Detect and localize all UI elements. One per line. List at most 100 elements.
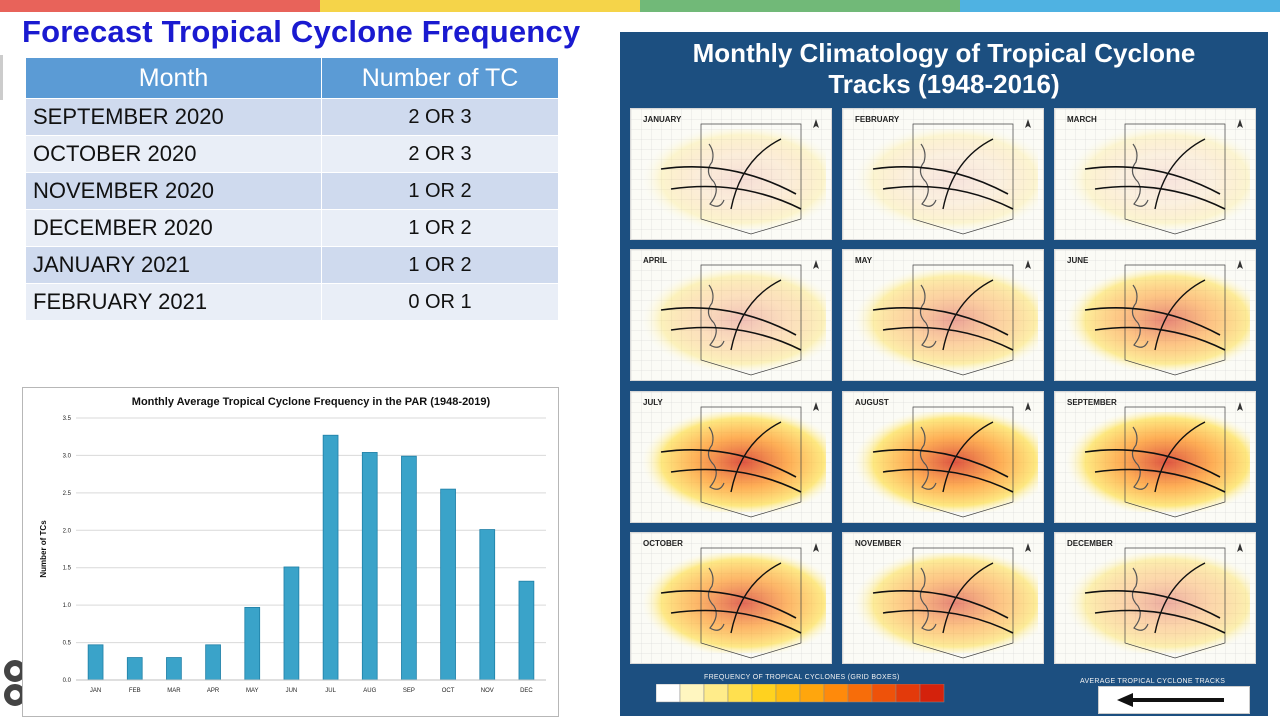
climatology-title-line1: Monthly Climatology of Tropical Cyclone bbox=[692, 38, 1196, 68]
x-tick-label: DEC bbox=[520, 688, 533, 694]
x-tick-label: MAR bbox=[167, 688, 181, 694]
month-cell: DECEMBER 2020 bbox=[25, 209, 322, 247]
month-cell: JANUARY 2021 bbox=[25, 246, 322, 284]
frequency-legend-title: FREQUENCY OF TROPICAL CYCLONES (GRID BOX… bbox=[704, 674, 900, 681]
column-header-month: Month bbox=[25, 57, 322, 99]
tc-count-cell: 0 OR 1 bbox=[321, 283, 559, 321]
legend-swatch bbox=[775, 684, 801, 703]
bar-aug bbox=[361, 452, 378, 681]
table-row: JANUARY 2021 1 OR 2 bbox=[25, 246, 559, 284]
x-tick-label: OCT bbox=[442, 688, 455, 694]
climatology-map-october: OCTOBER bbox=[630, 532, 832, 664]
bar-mar bbox=[166, 657, 182, 681]
legend-swatch bbox=[847, 684, 873, 703]
accent-segment-green bbox=[640, 0, 960, 12]
month-cell: FEBRUARY 2021 bbox=[25, 283, 322, 321]
bar-jul bbox=[322, 434, 339, 681]
climatology-map-june: JUNE bbox=[1054, 249, 1256, 381]
x-tick-label: NOV bbox=[481, 688, 494, 694]
bar-may bbox=[244, 606, 261, 681]
map-month-label: FEBRUARY bbox=[855, 115, 900, 124]
tc-count-cell: 1 OR 2 bbox=[321, 172, 559, 210]
month-cell: OCTOBER 2020 bbox=[25, 135, 322, 173]
x-tick-label: MAY bbox=[246, 688, 259, 694]
climatology-map-march: MARCH bbox=[1054, 108, 1256, 240]
map-month-label: MAY bbox=[855, 256, 873, 265]
legend-swatch bbox=[895, 684, 921, 703]
map-month-label: JULY bbox=[643, 398, 663, 407]
x-tick-label: JUN bbox=[286, 688, 298, 694]
map-month-label: JUNE bbox=[1067, 256, 1089, 265]
map-month-label: JANUARY bbox=[643, 115, 682, 124]
table-row: OCTOBER 2020 2 OR 3 bbox=[25, 135, 559, 173]
y-tick-label: 0.0 bbox=[63, 678, 72, 684]
left-divider bbox=[0, 55, 3, 100]
climatology-map-january: JANUARY bbox=[630, 108, 832, 240]
chart-title: Monthly Average Tropical Cyclone Frequen… bbox=[132, 396, 491, 408]
legend-swatch bbox=[799, 684, 825, 703]
table-header-row: Month Number of TC bbox=[25, 57, 559, 99]
y-tick-label: 3.0 bbox=[63, 453, 72, 459]
x-tick-label: APR bbox=[207, 688, 220, 694]
climatology-map-february: FEBRUARY bbox=[842, 108, 1044, 240]
bar-sep bbox=[401, 455, 417, 681]
track-legend-title: AVERAGE TROPICAL CYCLONE TRACKS bbox=[1080, 678, 1226, 685]
climatology-map-august: AUGUST bbox=[842, 391, 1044, 523]
y-tick-label: 1.0 bbox=[63, 603, 72, 609]
climatology-map-december: DECEMBER bbox=[1054, 532, 1256, 664]
table-row: NOVEMBER 2020 1 OR 2 bbox=[25, 172, 559, 210]
climatology-map-july: JULY bbox=[630, 391, 832, 523]
bar-feb bbox=[126, 657, 143, 681]
frequency-legend-bar: 01-23-45-67-89-1011-1213-1415-1617-1819-… bbox=[656, 684, 945, 703]
x-tick-label: SEP bbox=[403, 688, 415, 694]
y-axis-label: Number of TCs bbox=[39, 520, 48, 578]
bar-nov bbox=[479, 529, 496, 681]
accent-segment-blue bbox=[960, 0, 1280, 12]
table-row: FEBRUARY 2021 0 OR 1 bbox=[25, 283, 559, 321]
x-tick-label: AUG bbox=[363, 688, 376, 694]
y-tick-label: 2.5 bbox=[63, 491, 72, 497]
bar-chart-svg: Monthly Average Tropical Cyclone Frequen… bbox=[39, 396, 546, 694]
tc-count-cell: 1 OR 2 bbox=[321, 246, 559, 284]
tc-frequency-bar-chart: Monthly Average Tropical Cyclone Frequen… bbox=[22, 387, 559, 717]
column-header-number-of-tc: Number of TC bbox=[321, 57, 559, 99]
tc-count-cell: 2 OR 3 bbox=[321, 98, 559, 136]
climatology-map-september: SEPTEMBER bbox=[1054, 391, 1256, 523]
y-tick-label: 0.5 bbox=[63, 641, 72, 647]
forecast-table: Month Number of TC SEPTEMBER 2020 2 OR 3… bbox=[25, 57, 559, 321]
climatology-title: Monthly Climatology of Tropical Cyclone … bbox=[620, 38, 1268, 100]
month-cell: SEPTEMBER 2020 bbox=[25, 98, 322, 136]
climatology-map-november: NOVEMBER bbox=[842, 532, 1044, 664]
x-tick-label: FEB bbox=[129, 688, 141, 694]
bar-oct bbox=[440, 488, 456, 681]
map-month-label: DECEMBER bbox=[1067, 539, 1113, 548]
accent-segment-red bbox=[0, 0, 320, 12]
page-title: Forecast Tropical Cyclone Frequency bbox=[22, 14, 581, 49]
y-tick-label: 1.5 bbox=[63, 566, 72, 572]
month-cell: NOVEMBER 2020 bbox=[25, 172, 322, 210]
climatology-title-line2: Tracks (1948-2016) bbox=[828, 69, 1060, 99]
map-month-label: MARCH bbox=[1067, 115, 1097, 124]
y-tick-label: 3.5 bbox=[63, 416, 72, 422]
table-row: DECEMBER 2020 1 OR 2 bbox=[25, 209, 559, 247]
legend-swatch bbox=[919, 684, 945, 703]
x-tick-label: JUL bbox=[325, 688, 336, 694]
legend-swatch bbox=[871, 684, 897, 703]
climatology-map-may: MAY bbox=[842, 249, 1044, 381]
legend-swatch bbox=[679, 684, 705, 703]
legend-swatch bbox=[823, 684, 849, 703]
map-month-label: NOVEMBER bbox=[855, 539, 902, 548]
bar-apr bbox=[205, 644, 221, 681]
y-tick-label: 2.0 bbox=[63, 528, 72, 534]
track-legend-arrow-box bbox=[1098, 686, 1250, 714]
x-tick-label: JAN bbox=[90, 688, 101, 694]
bar-jun bbox=[283, 566, 300, 681]
bar-dec bbox=[518, 580, 535, 681]
map-month-label: APRIL bbox=[643, 256, 667, 265]
tc-count-cell: 2 OR 3 bbox=[321, 135, 559, 173]
accent-segment-yellow bbox=[320, 0, 640, 12]
left-arrow-icon bbox=[1117, 693, 1133, 707]
climatology-map-april: APRIL bbox=[630, 249, 832, 381]
legend-swatch bbox=[751, 684, 777, 703]
bar-jan bbox=[87, 644, 104, 681]
